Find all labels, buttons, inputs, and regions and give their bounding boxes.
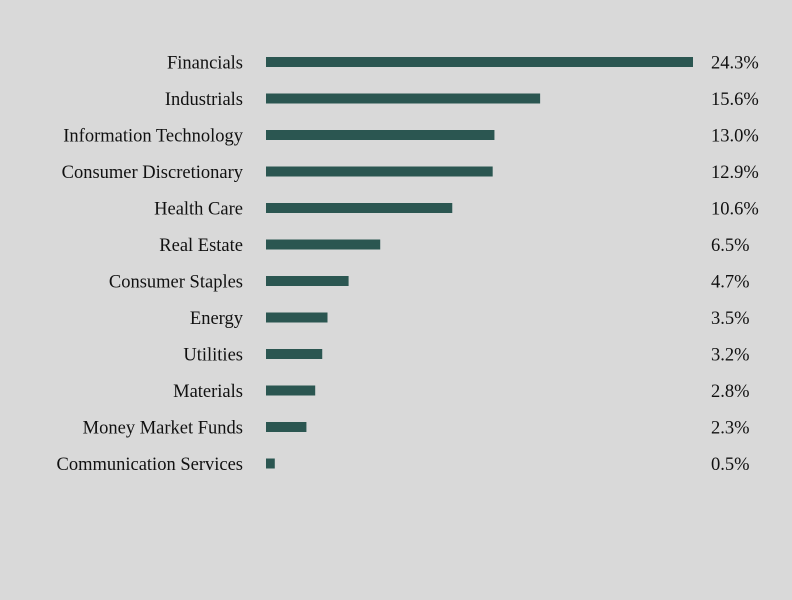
value-label: 13.0% <box>711 127 759 147</box>
value-label: 12.9% <box>711 163 759 183</box>
bar <box>266 166 493 177</box>
value-label: 10.6% <box>711 200 759 220</box>
bar <box>266 422 307 432</box>
category-label: Energy <box>190 309 244 329</box>
bar <box>266 57 693 67</box>
bar <box>266 312 328 323</box>
bar <box>266 93 541 104</box>
bar <box>266 385 316 396</box>
category-label: Financials <box>167 54 243 74</box>
category-label: Industrials <box>165 90 243 110</box>
category-label: Real Estate <box>159 236 243 256</box>
value-label: 15.6% <box>711 90 759 110</box>
bar <box>266 203 453 213</box>
value-label: 2.3% <box>711 419 750 439</box>
category-label: Communication Services <box>56 455 243 475</box>
value-label: 4.7% <box>711 273 750 293</box>
category-label: Materials <box>173 382 243 402</box>
value-label: 3.2% <box>711 346 750 366</box>
value-label: 2.8% <box>711 382 750 402</box>
category-label: Utilities <box>183 346 243 366</box>
category-label: Health Care <box>154 200 243 220</box>
category-label: Consumer Discretionary <box>62 163 244 183</box>
bars-group: Financials 24.3% Industrials 15.6% Informati… <box>56 54 758 476</box>
category-label: Money Market Funds <box>83 419 243 439</box>
value-label: 3.5% <box>711 309 750 329</box>
value-label: 24.3% <box>711 54 759 74</box>
category-label: Information Technology <box>63 127 243 147</box>
category-label: Consumer Staples <box>109 273 243 293</box>
bar <box>266 239 381 250</box>
bar <box>266 458 275 469</box>
value-label: 0.5% <box>711 455 750 475</box>
value-label: 6.5% <box>711 236 750 256</box>
bar <box>266 349 323 359</box>
bar <box>266 276 349 286</box>
bar <box>266 130 495 140</box>
